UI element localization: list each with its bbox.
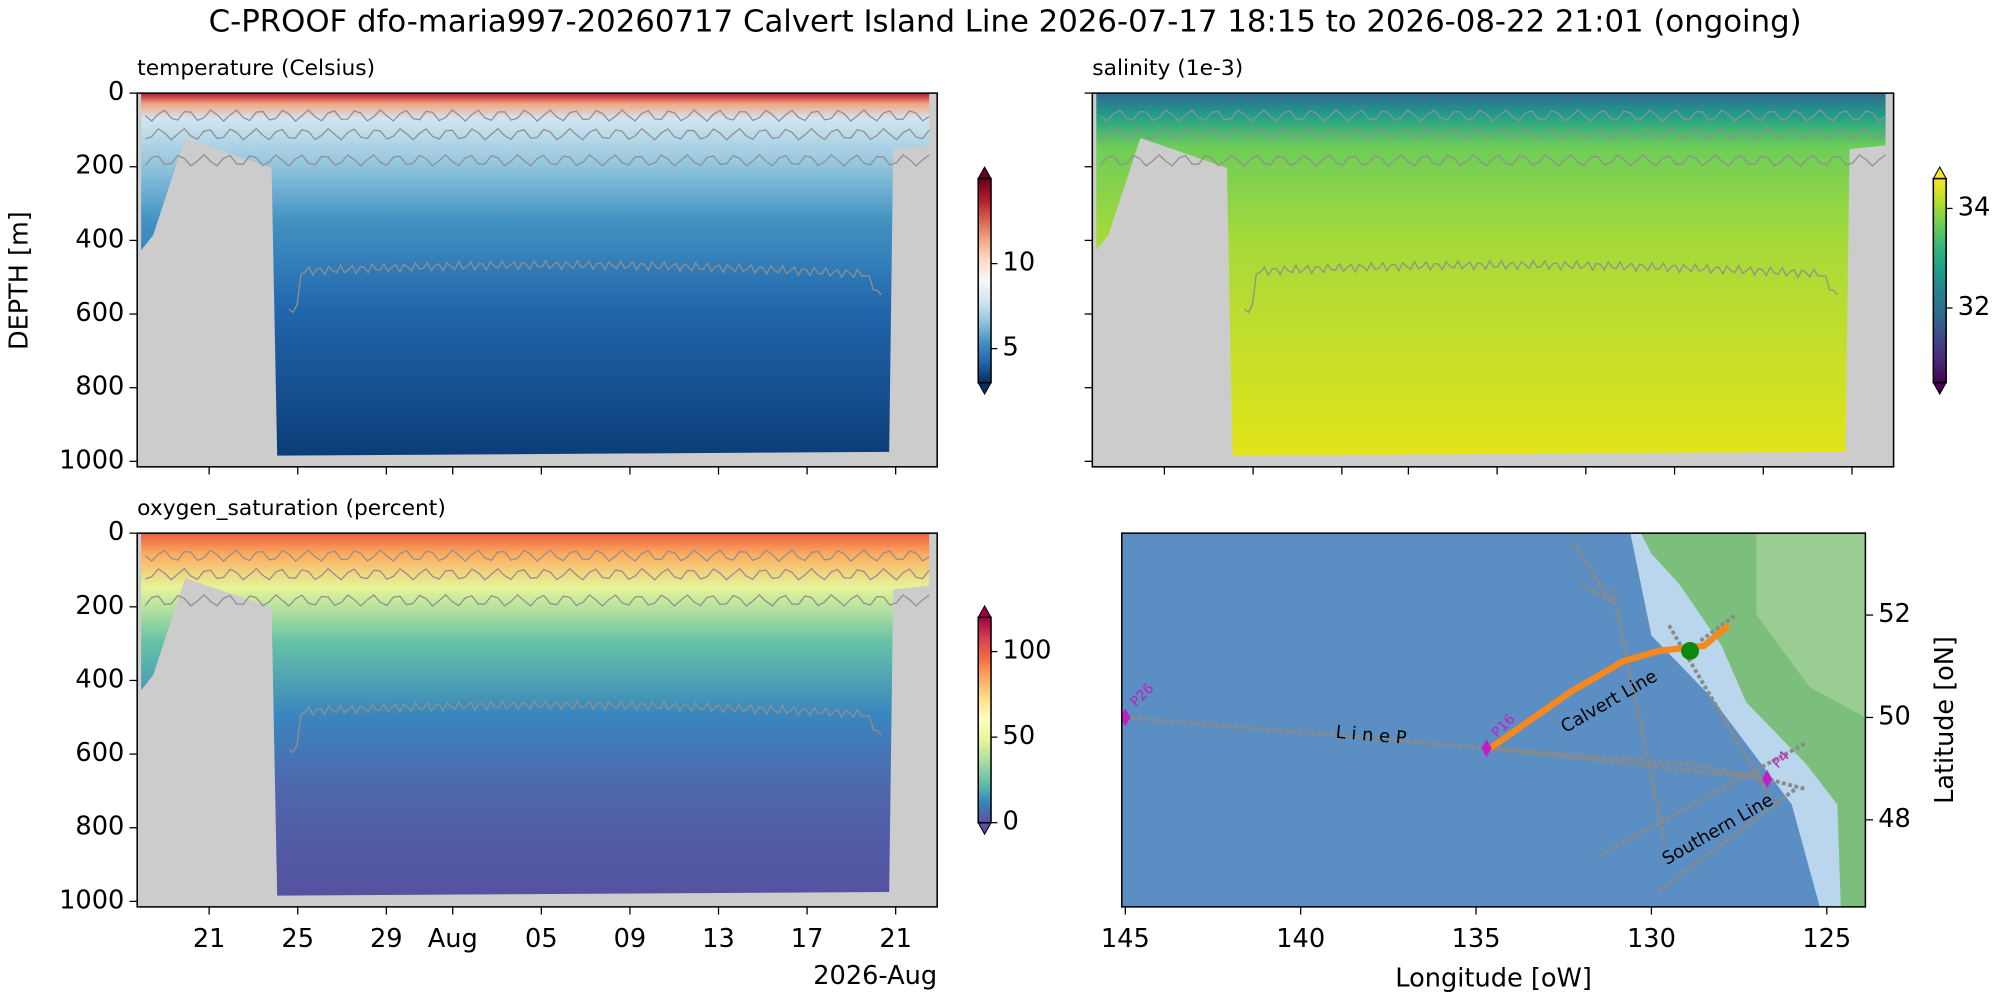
x-tick-label: 05 (525, 924, 558, 954)
contour (1244, 259, 1838, 314)
contour (1099, 109, 1886, 123)
y-tick-label: 200 (75, 151, 124, 181)
y-tick-label: 800 (75, 372, 124, 402)
colorbar-extend-min (977, 822, 992, 836)
x-tick-label: 125 (1802, 924, 1851, 954)
y-axis-label: DEPTH [m] (4, 211, 34, 350)
x-tick-label: 140 (1276, 924, 1325, 954)
y-tick-label: 400 (75, 224, 124, 254)
colorbar-tick-label: 0 (1003, 807, 1019, 837)
y-tick-label: 800 (75, 812, 124, 842)
x-tick-label: 21 (879, 924, 912, 954)
colorbar-tick-label: 32 (1958, 292, 1991, 322)
x-tick-label: Aug (428, 924, 478, 954)
track (1610, 589, 1668, 846)
southern-line-track (1657, 787, 1797, 894)
land-highlands (1756, 533, 1866, 718)
contour (288, 699, 882, 754)
line-p-track (1125, 715, 1807, 791)
panel-title: oxygen_saturation (percent) (137, 496, 446, 521)
contour (144, 593, 930, 607)
y-tick-label: 50 (1878, 702, 1911, 732)
panel-title: temperature (Celsius) (137, 56, 375, 81)
axes-frame (136, 92, 938, 468)
contour (288, 259, 882, 314)
colorbar-extend-min (977, 382, 992, 396)
section-field (1096, 93, 1886, 456)
axes-frame (136, 532, 938, 908)
x-tick-label: 09 (614, 924, 647, 954)
panel-title: salinity (1e-3) (1092, 56, 1243, 81)
y-tick-label: 52 (1878, 599, 1911, 629)
colorbar (978, 617, 992, 823)
colorbar-frame (977, 177, 992, 384)
colorbar-tick-label: 10 (1003, 248, 1036, 278)
track (1699, 613, 1737, 643)
colorbar-extend-min (1932, 382, 1948, 396)
colorbar (1933, 178, 1947, 383)
station-marker (1762, 769, 1773, 788)
y-tick-label: 600 (75, 738, 124, 768)
contour (144, 153, 930, 167)
track (1486, 746, 1768, 781)
x-tick-label: 130 (1627, 924, 1676, 954)
contour (1099, 153, 1886, 167)
colorbar-extend-max (1932, 166, 1948, 180)
x-offset-label: 2026-Aug (813, 961, 937, 991)
contour (144, 109, 930, 123)
calvert-line-track (1488, 622, 1731, 751)
colorbar-frame (1932, 177, 1947, 384)
colorbar-extend-max (977, 166, 992, 180)
contour (144, 549, 930, 563)
y-axis-label: Latitude [oN] (1930, 636, 1960, 804)
contour (144, 567, 930, 581)
x-tick-label: 25 (281, 924, 314, 954)
x-tick-label: 135 (1452, 924, 1501, 954)
track (1572, 542, 1615, 605)
axes-frame (1091, 92, 1895, 468)
figure-title: C-PROOF dfo-maria997-20260717 Calvert Is… (209, 5, 1802, 40)
x-tick-label: 21 (193, 924, 226, 954)
colorbar-tick-label: 34 (1958, 192, 1991, 222)
colorbar-tick-label: 5 (1003, 333, 1019, 363)
southern-line-track (1597, 741, 1807, 858)
colorbar-tick-label: 50 (1003, 721, 1036, 751)
y-tick-label: 200 (75, 591, 124, 621)
colorbar-frame (977, 616, 992, 824)
station-marker (1121, 708, 1131, 727)
y-tick-label: 0 (108, 517, 124, 547)
y-tick-label: 0 (108, 77, 124, 107)
colorbar (978, 178, 992, 383)
colorbar-tick-label: 100 (1003, 636, 1052, 666)
section-field (141, 93, 930, 456)
y-tick-label: 400 (75, 664, 124, 694)
y-tick-label: 1000 (59, 445, 124, 475)
y-tick-label: 1000 (59, 885, 124, 915)
x-tick-label: 13 (702, 924, 735, 954)
x-axis-label: Longitude [oW] (1395, 964, 1592, 994)
y-tick-label: 600 (75, 298, 124, 328)
section-field (141, 533, 930, 896)
y-tick-label: 48 (1878, 804, 1911, 834)
contour (1100, 127, 1887, 141)
x-tick-label: 29 (370, 924, 403, 954)
station-marker (1481, 739, 1492, 758)
contour (144, 127, 930, 141)
x-tick-label: 145 (1101, 924, 1150, 954)
x-tick-label: 17 (791, 924, 824, 954)
axes-frame (1121, 532, 1867, 908)
glider-position (1681, 641, 1699, 660)
colorbar-extend-max (977, 604, 992, 618)
